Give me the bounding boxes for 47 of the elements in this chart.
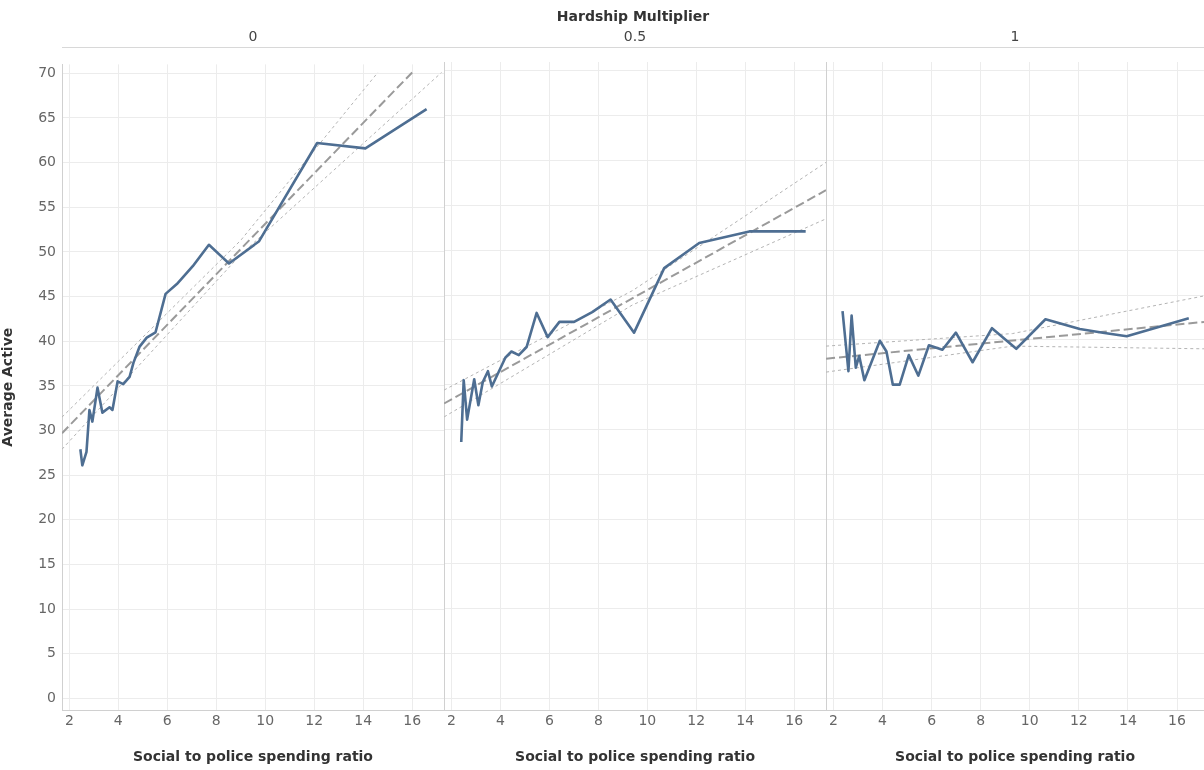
x-tick-label: 10 <box>1020 712 1039 729</box>
x-tick-label: 2 <box>828 712 838 729</box>
y-axis-title: Average Active <box>0 327 16 447</box>
y-tick-label: 20 <box>38 510 56 527</box>
x-tick-label: 4 <box>495 712 505 729</box>
chart-title: 0.5 <box>444 28 826 48</box>
x-tick-label: 8 <box>211 712 221 729</box>
x-tick-label: 14 <box>1119 712 1137 729</box>
x-axis-title: Social to police spending ratio <box>133 748 374 765</box>
y-tick-label: 15 <box>38 555 56 572</box>
x-tick-label: 16 <box>1168 712 1186 729</box>
y-tick-label: 45 <box>38 287 56 304</box>
x-tick-label: 14 <box>354 712 373 729</box>
x-tick-label: 6 <box>544 712 554 729</box>
y-tick-label: 55 <box>38 197 56 214</box>
y-tick-label: 40 <box>38 331 56 348</box>
y-tick-label: 70 <box>38 63 56 80</box>
y-tick-label: 0 <box>47 689 56 706</box>
text: Hardship Multiplier <box>555 8 711 24</box>
y-tick-label: 50 <box>38 242 56 259</box>
x-tick-label: 4 <box>113 712 123 729</box>
x-tick-label: 14 <box>736 712 755 729</box>
x-tick-label: 12 <box>305 712 324 729</box>
x-axis-title: Social to police spending ratio <box>515 748 756 765</box>
x-tick-label: 8 <box>976 712 986 729</box>
x-tick-label: 16 <box>785 712 804 729</box>
x-tick-label: 2 <box>64 712 74 729</box>
x-tick-label: 8 <box>593 712 603 729</box>
x-tick-label: 16 <box>403 712 422 729</box>
x-tick-label: 2 <box>446 712 456 729</box>
y-tick-label: 5 <box>47 644 56 661</box>
x-tick-label: 4 <box>878 712 888 729</box>
y-tick-label: 35 <box>38 376 56 393</box>
x-tick-label: 6 <box>927 712 937 729</box>
y-tick-label: 10 <box>38 599 56 616</box>
y-tick-label: 30 <box>38 421 56 438</box>
x-tick-label: 10 <box>256 712 275 729</box>
x-axis-title: Social to police spending ratio <box>895 748 1136 765</box>
x-tick-label: 6 <box>162 712 172 729</box>
y-tick-label: 65 <box>38 108 56 125</box>
x-tick-label: 12 <box>687 712 706 729</box>
y-tick-label: 25 <box>38 465 56 482</box>
y-tick-label: 60 <box>38 153 56 170</box>
x-tick-label: 10 <box>638 712 657 729</box>
chart-title: 1 <box>826 28 1204 48</box>
x-tick-label: 12 <box>1069 712 1088 729</box>
chart-title: 0 <box>62 28 444 48</box>
